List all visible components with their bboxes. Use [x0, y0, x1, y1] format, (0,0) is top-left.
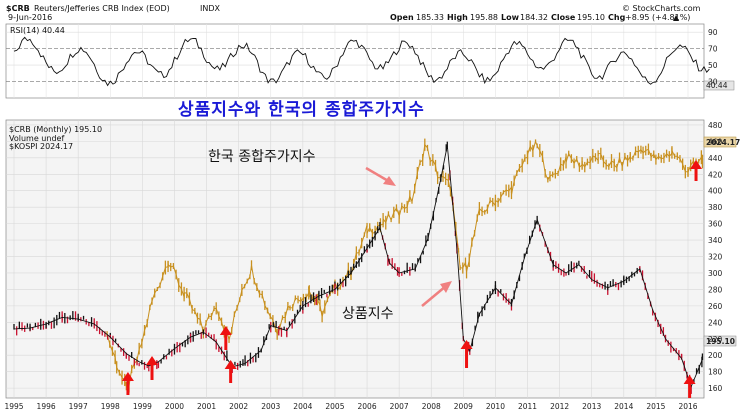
x-tick-label: 2013 — [582, 402, 601, 411]
annotation-crb-arrowhead — [440, 281, 452, 293]
x-tick-label: 2012 — [550, 402, 569, 411]
x-tick-label: 1998 — [101, 402, 120, 411]
low-marker-arrowhead — [690, 160, 703, 169]
chg-label: Chg — [608, 13, 626, 22]
x-tick-label: 2003 — [261, 402, 280, 411]
x-tick-label: 2008 — [422, 402, 441, 411]
y-tick-label: 440 — [708, 154, 723, 163]
x-tick-label: 2000 — [165, 402, 184, 411]
x-tick-label: 2004 — [293, 402, 312, 411]
rsi-value-badge: 40.44 — [706, 81, 728, 90]
close-label: Close — [551, 13, 576, 22]
y-tick-label: 220 — [708, 335, 723, 344]
rsi-label: RSI(14) 40.44 — [10, 26, 65, 35]
rsi-panel: RSI(14) 40.44 40.44 — [5, 23, 735, 99]
rsi-tick-label: 90 — [708, 28, 718, 37]
chg-value: +8.95 (+4.81%) — [625, 13, 690, 22]
y-tick-label: 280 — [708, 285, 723, 294]
y-tick-label: 460 — [708, 137, 723, 146]
y-tick-label: 160 — [708, 384, 723, 393]
kospi-line — [106, 139, 703, 387]
symbol-label: $CRB — [6, 4, 30, 13]
x-tick-label: 2014 — [614, 402, 633, 411]
rsi-line — [13, 36, 710, 87]
low-marker-arrowhead — [460, 340, 473, 349]
x-tick-label: 1999 — [133, 402, 152, 411]
x-tick-label: 2007 — [390, 402, 409, 411]
low-marker-arrowhead — [683, 375, 696, 384]
legend-volume: Volume undef — [9, 134, 64, 143]
y-tick-label: 360 — [708, 220, 723, 229]
annotation-crb: 상품지수 — [342, 306, 394, 322]
low-value: 184.32 — [520, 13, 548, 22]
y-tick-label: 180 — [708, 368, 723, 377]
x-tick-label: 2009 — [454, 402, 473, 411]
x-tick-label: 2002 — [229, 402, 248, 411]
low-marker-arrowhead — [146, 356, 159, 365]
x-tick-label: 2016 — [678, 402, 697, 411]
legend-crb: $CRB (Monthly) 195.10 — [9, 125, 102, 134]
brand-label: © StockCharts.com — [622, 4, 701, 13]
y-tick-label: 260 — [708, 302, 723, 311]
open-label: Open — [390, 13, 414, 22]
low-marker-arrowhead — [121, 372, 134, 381]
high-value: 195.88 — [470, 13, 498, 22]
x-tick-label: 2005 — [325, 402, 344, 411]
annotation-kospi-arrow — [365, 166, 391, 184]
annotation-kospi: 한국 종합주가지수 — [208, 149, 316, 165]
rsi-tick-label: 30 — [708, 78, 718, 87]
close-value: 195.10 — [577, 13, 605, 22]
y-tick-label: 320 — [708, 253, 723, 262]
x-tick-label: 2006 — [358, 402, 377, 411]
index-name: Reuters/Jefferies CRB Index (EOD) — [34, 4, 170, 13]
exchange-label: INDX — [200, 4, 221, 13]
annotation-kospi-arrowhead — [383, 176, 396, 186]
y-tick-label: 480 — [708, 121, 723, 130]
x-tick-label: 2001 — [197, 402, 216, 411]
low-label: Low — [501, 13, 520, 22]
x-tick-label: 2010 — [486, 402, 505, 411]
main-panel: $CRB (Monthly) 195.10 Volume undef $KOSP… — [5, 119, 740, 399]
x-tick-label: 2015 — [646, 402, 665, 411]
y-tick-label: 380 — [708, 203, 723, 212]
y-tick-label: 300 — [708, 269, 723, 278]
crb-badge: 195.10 — [706, 337, 735, 346]
chart-title: 상품지수와 한국의 종합주가지수 — [178, 99, 425, 120]
high-label: High — [447, 13, 468, 22]
low-marker-arrowhead — [224, 360, 237, 369]
x-tick-label: 2011 — [518, 402, 537, 411]
annotation-crb-arrow — [421, 285, 447, 307]
date-label: 9-Jun-2016 — [8, 13, 52, 22]
y-tick-label: 200 — [708, 351, 723, 360]
y-tick-label: 340 — [708, 236, 723, 245]
rsi-tick-label: 50 — [708, 61, 718, 70]
open-value: 185.33 — [416, 13, 444, 22]
crb-line — [13, 145, 703, 388]
low-marker-arrowhead — [219, 326, 232, 335]
y-tick-label: 420 — [708, 170, 723, 179]
x-tick-label: 1996 — [37, 402, 56, 411]
chg-up-icon: ▲ — [673, 13, 680, 22]
kospi-badge: 2024.17 — [706, 138, 740, 147]
x-tick-label: 1997 — [69, 402, 88, 411]
y-tick-label: 400 — [708, 187, 723, 196]
y-tick-label: 240 — [708, 318, 723, 327]
x-tick-label: 1995 — [4, 402, 23, 411]
rsi-tick-label: 70 — [708, 45, 718, 54]
legend-kospi: $KOSPI 2024.17 — [9, 142, 73, 151]
kospi-series — [106, 138, 704, 393]
